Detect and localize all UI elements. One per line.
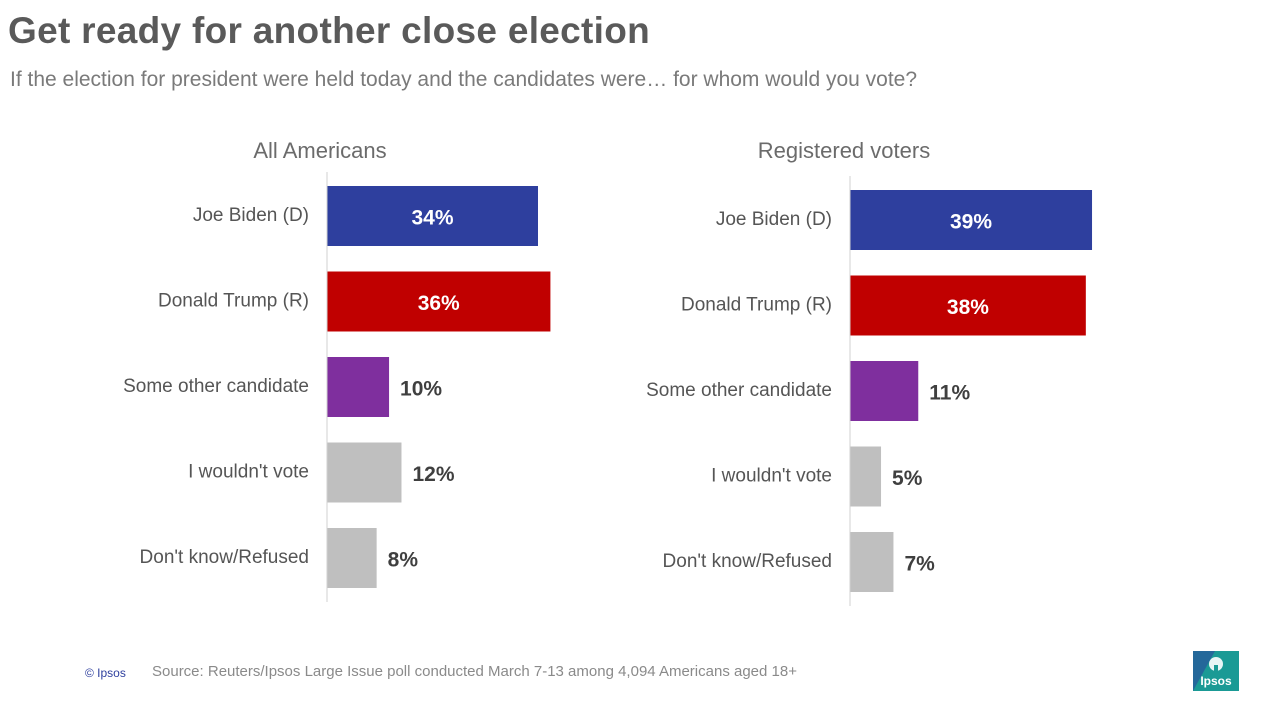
bar: [327, 186, 538, 246]
bar: [850, 361, 919, 421]
logo-text: Ipsos: [1200, 674, 1232, 688]
data-label: 10%: [400, 378, 442, 401]
category-label: Some other candidate: [646, 380, 832, 401]
chart-title: All Americans: [253, 138, 387, 163]
category-label: Joe Biden (D): [716, 209, 832, 230]
data-label: 34%: [411, 207, 453, 230]
ipsos-logo-icon: [1193, 651, 1239, 691]
bar-chart-svg: Joe Biden (D) 34% Donald Trump (R) 36% Some …: [123, 172, 551, 602]
data-label: 39%: [950, 211, 992, 234]
bar: [850, 190, 1093, 250]
source-note: Source: Reuters/Ipsos Large Issue poll c…: [152, 663, 797, 680]
category-label: Some other candidate: [123, 376, 309, 397]
data-label: 11%: [929, 382, 970, 405]
data-label: 36%: [418, 292, 460, 315]
bar: [850, 446, 882, 507]
data-label: 8%: [388, 549, 419, 572]
category-label: Donald Trump (R): [158, 291, 309, 312]
bar: [850, 532, 894, 592]
page-subtitle: If the election for president were held …: [10, 68, 918, 91]
category-label: Don't know/Refused: [140, 547, 309, 568]
chart-registered-voters: Registered voters Joe Biden (D) 39% Donald…: [523, 130, 1093, 610]
bar: [327, 357, 390, 417]
category-label: Donald Trump (R): [681, 295, 832, 316]
data-label: 12%: [412, 463, 454, 486]
chart-all-americans: All Americans Joe Biden (D) 34% Donald Tru…: [0, 130, 560, 610]
bar: [327, 442, 402, 503]
copyright-notice: © Ipsos: [85, 666, 126, 680]
category-label: I wouldn't vote: [711, 466, 832, 487]
bar: [327, 528, 377, 588]
data-label: 5%: [892, 467, 923, 490]
category-label: I wouldn't vote: [188, 462, 309, 483]
data-label: 7%: [904, 553, 935, 576]
bar: [850, 275, 1086, 336]
bar: [327, 271, 551, 332]
data-label: 38%: [947, 296, 989, 319]
page-title: Get ready for another close election: [8, 10, 651, 51]
chart-title: Registered voters: [757, 138, 931, 163]
category-label: Joe Biden (D): [193, 205, 309, 226]
ipsos-logo: Ipsos: [1193, 651, 1239, 691]
category-label: Don't know/Refused: [663, 551, 832, 572]
bar-chart-svg: Joe Biden (D) 39% Donald Trump (R) 38% Some …: [646, 176, 1093, 606]
